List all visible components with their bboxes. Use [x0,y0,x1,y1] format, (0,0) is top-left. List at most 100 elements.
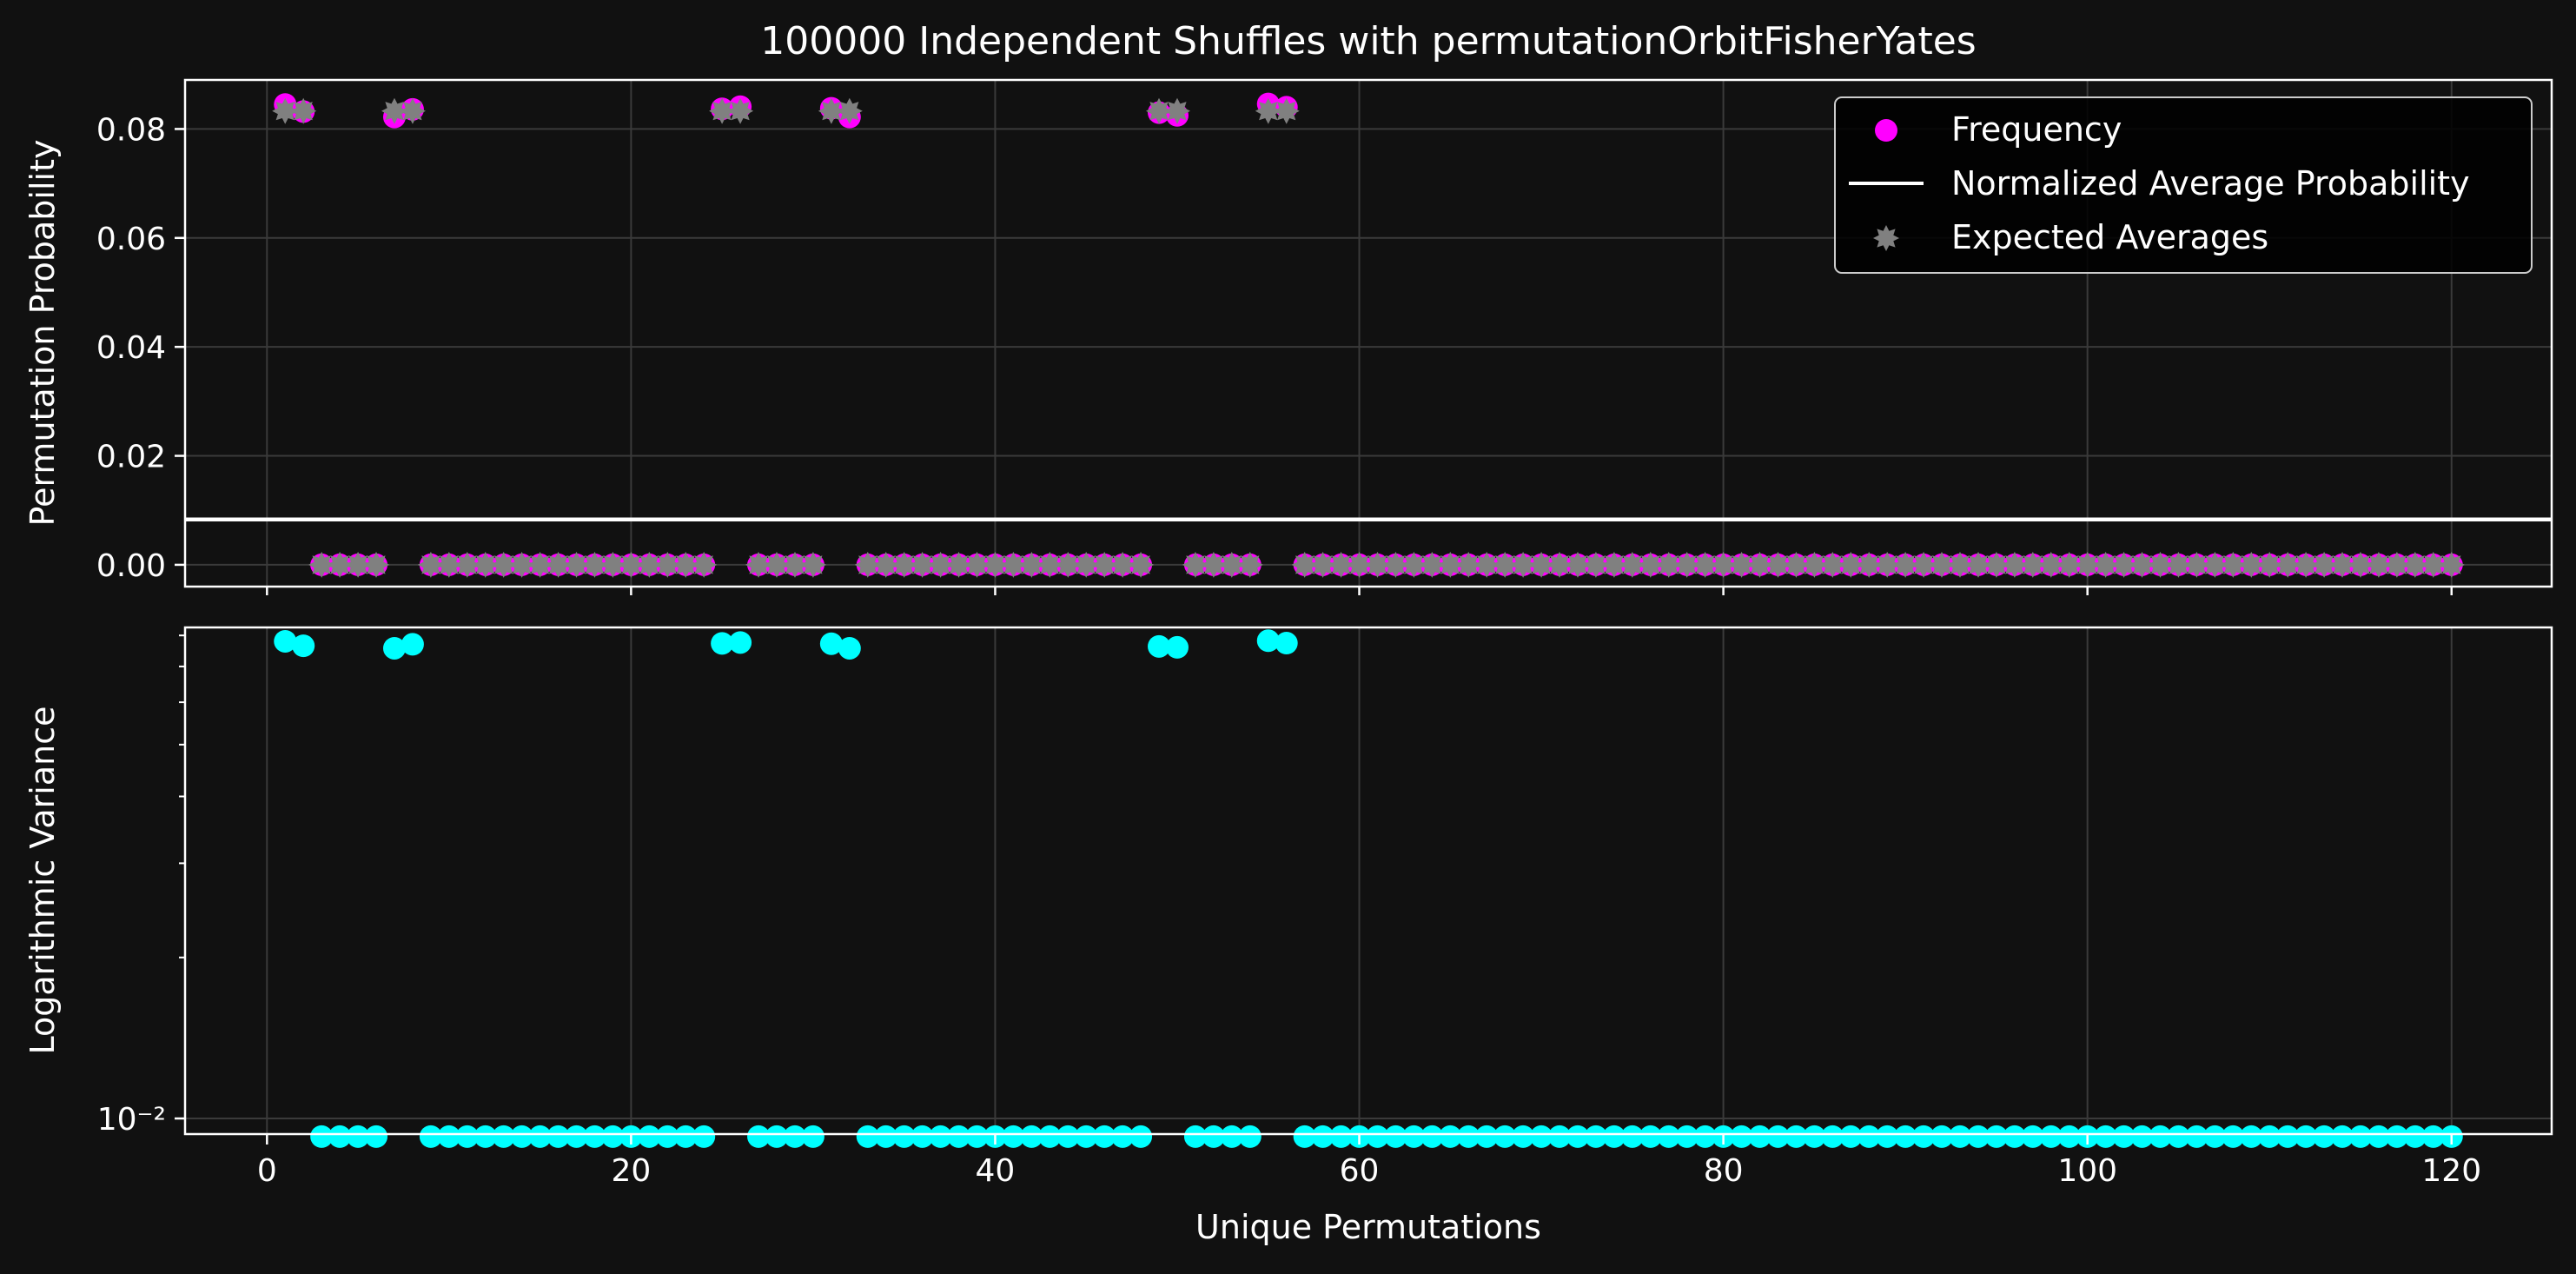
variance-point [2421,1125,2445,1148]
expected-average-point [1965,551,1991,578]
variance-point [1785,1125,1808,1148]
variance-point [2130,1125,2154,1148]
legend-box [1834,96,2533,274]
expected-average-point [636,551,663,578]
expected-average-point [2001,551,2028,578]
variance-point [2222,1125,2245,1148]
variance-point [1821,1125,1844,1148]
variance-point [401,633,424,656]
variance-y-tick-label: 10⁻² [97,1102,166,1138]
expected-average-point [1801,551,1828,578]
variance-point [2331,1125,2354,1148]
variance-axes-frame [183,626,2553,1136]
expected-average-point [982,551,1009,578]
expected-average-point [2401,551,2428,578]
probability-y-tick-label: 0.08 [96,112,166,148]
variance-point [1165,635,1189,659]
expected-average-point [381,97,407,124]
probability-marks [185,92,2552,578]
expected-average-point [563,551,590,578]
variance-point [1912,1125,1936,1148]
probability-y-tick-label: 0.02 [96,440,166,475]
expected-average-point [745,551,771,578]
variance-point [1366,1125,1389,1148]
variance-point [2258,1125,2281,1148]
expected-average-point [1055,551,1082,578]
variance-point [1930,1125,1954,1148]
expected-average-point [1619,551,1646,578]
expected-average-point [782,551,808,578]
expected-average-point [1128,551,1155,578]
variance-point [1311,1125,1334,1148]
expected-average-point [691,551,718,578]
variance-point [1202,1125,1225,1148]
legend-frequency-label: Frequency [1951,110,2122,149]
variance-point [510,1125,533,1148]
variance-point [765,1125,788,1148]
expected-average-point [727,97,754,124]
variance-point [310,1125,334,1148]
expected-average-point [818,97,844,124]
expected-average-point [2438,551,2465,578]
expected-average-point [799,551,826,578]
variance-point [1457,1125,1480,1148]
variance-point [1566,1125,1589,1148]
variance-point [2039,1125,2063,1148]
variance-point [929,1125,952,1148]
expected-average-point [1838,551,1864,578]
variance-point [1275,632,1298,655]
variance-point [783,1125,806,1148]
variance-point [455,1125,479,1148]
expected-average-point [490,551,517,578]
variance-point [2348,1125,2372,1148]
expected-average-point [1346,551,1373,578]
legend-expected-swatch [1873,225,1899,251]
expected-average-point [927,551,954,578]
probability-panel: 0.00 0.02 0.04 0.06 0.08 Permutation Probabi… [23,78,2553,588]
variance-point [1129,1125,1153,1148]
variance-point [2112,1125,2136,1148]
variance-point [638,1125,661,1148]
expected-average-point [2238,551,2265,578]
variance-point [1730,1125,1753,1148]
expected-average-point [2056,551,2083,578]
legend: Frequency Normalized Average Probability… [1834,96,2533,274]
expected-average-point [290,97,317,124]
expected-average-point [618,551,645,578]
x-tick-label: 0 [257,1153,277,1189]
expected-average-point [1692,551,1718,578]
expected-average-point [2311,551,2338,578]
variance-point [1584,1125,1607,1148]
expected-average-point [2202,551,2228,578]
variance-point [1002,1125,1025,1148]
variance-point [711,632,734,655]
expected-average-point [1073,551,1100,578]
expected-average-point [2329,551,2355,578]
expected-average-point [964,551,990,578]
chart-title: 100000 Independent Shuffles with permuta… [760,19,1976,63]
expected-average-point [1091,551,1118,578]
variance-grid [185,627,2552,1134]
variance-point [965,1125,989,1148]
variance-point [1984,1125,2008,1148]
expected-average-point [1382,551,1409,578]
legend-average-label: Normalized Average Probability [1951,164,2470,202]
variance-panel: 10⁻² Logarithmic Variance [23,626,2553,1148]
expected-average-point [2147,551,2174,578]
x-tick-label: 40 [976,1153,1016,1189]
variance-point [2185,1125,2208,1148]
expected-average-point [363,551,389,578]
expected-average-point [672,551,699,578]
expected-average-point [709,97,736,124]
expected-average-point [1273,97,1300,124]
variance-point [1293,1125,1316,1148]
expected-average-point [2365,551,2392,578]
expected-average-point [1182,551,1209,578]
expected-average-point [1637,551,1664,578]
variance-point [1949,1125,1971,1148]
expected-average-point [1600,551,1627,578]
expected-average-point [345,551,372,578]
expected-average-point [1892,551,1919,578]
expected-average-point [2165,551,2192,578]
expected-average-point [654,551,681,578]
